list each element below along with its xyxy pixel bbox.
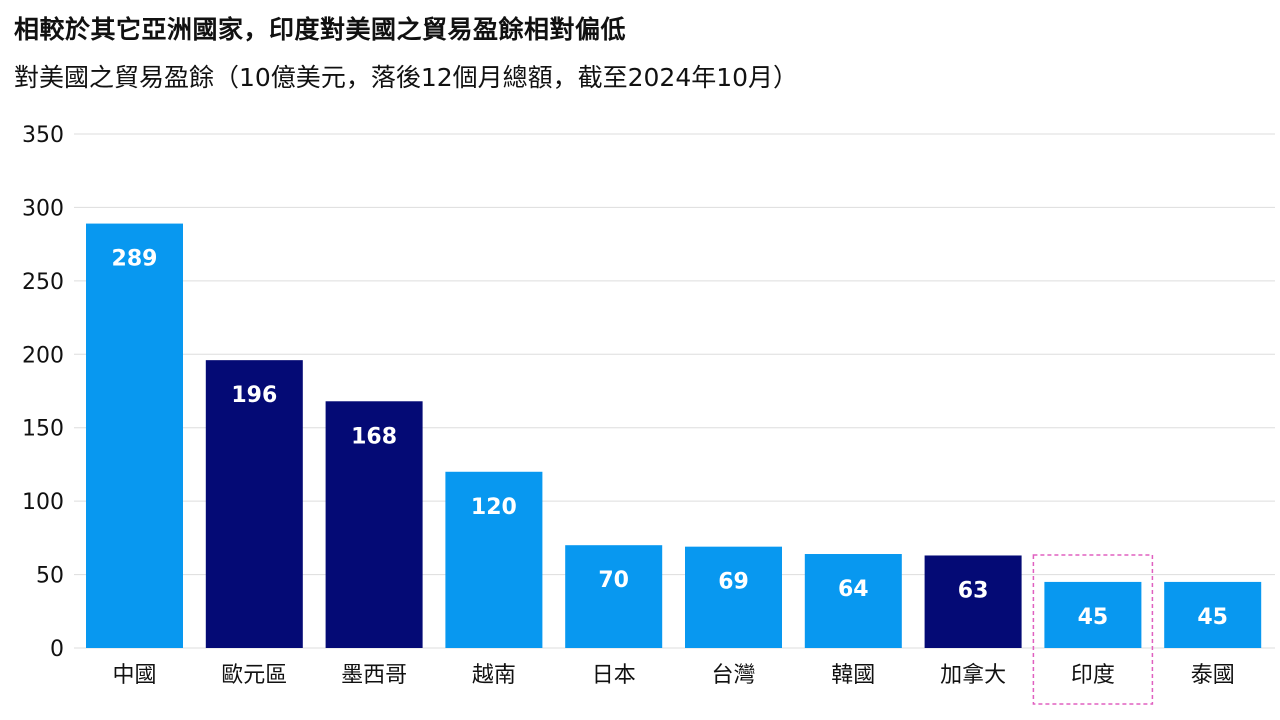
y-axis: 0 50 100 150 200 250 300 350	[22, 123, 64, 662]
grid-lines	[74, 133, 1275, 649]
bar	[86, 223, 183, 648]
bar	[565, 545, 663, 648]
bar	[1164, 581, 1262, 648]
bar	[804, 554, 902, 648]
x-category-label: 歐元區	[221, 663, 287, 688]
bar	[325, 401, 423, 648]
bar-value-label: 64	[838, 577, 869, 602]
y-tick-label: 50	[36, 564, 64, 589]
x-category-label: 台灣	[711, 663, 755, 688]
bar-value-label: 196	[231, 383, 277, 408]
x-category-label: 日本	[592, 663, 636, 688]
bar-value-label: 168	[351, 424, 397, 449]
x-category-label: 中國	[112, 663, 156, 688]
bar-value-label: 69	[718, 570, 749, 595]
x-category-label: 加拿大	[940, 662, 1006, 688]
chart-subtitle: 對美國之貿易盈餘（10億美元，落後12個月總額，截至2024年10月）	[14, 63, 799, 92]
bar	[685, 546, 782, 648]
bar	[1044, 581, 1142, 648]
bar	[445, 471, 543, 648]
x-category-label: 泰國	[1191, 663, 1235, 688]
bar-value-label: 45	[1197, 605, 1228, 630]
bar-value-label: 63	[958, 578, 989, 603]
y-tick-label: 350	[22, 123, 64, 148]
bar-value-label: 70	[598, 568, 629, 593]
x-category-label: 印度	[1071, 663, 1115, 688]
x-category-label: 墨西哥	[341, 663, 407, 688]
bar-value-label: 120	[471, 495, 517, 520]
y-tick-label: 200	[22, 343, 64, 368]
bar-value-label: 45	[1078, 605, 1109, 630]
bar	[924, 555, 1022, 648]
bars: 289 196 168 120 70 69 64 63 45 45	[86, 223, 1262, 648]
y-tick-label: 150	[22, 417, 64, 442]
highlight-box	[1032, 554, 1154, 705]
x-axis: 中國 歐元區 墨西哥 越南 日本 台灣 韓國 加拿大 印度 泰國	[112, 554, 1235, 705]
chart-title: 相較於其它亞洲國家，印度對美國之貿易盈餘相對偏低	[14, 15, 627, 44]
y-tick-label: 300	[22, 196, 64, 221]
bar-value-label: 289	[112, 247, 158, 272]
y-tick-label: 100	[22, 490, 64, 515]
y-tick-label: 0	[50, 637, 64, 662]
bar	[205, 360, 303, 648]
x-category-label: 韓國	[831, 663, 875, 688]
x-category-label: 越南	[472, 663, 516, 688]
y-tick-label: 250	[22, 270, 64, 295]
